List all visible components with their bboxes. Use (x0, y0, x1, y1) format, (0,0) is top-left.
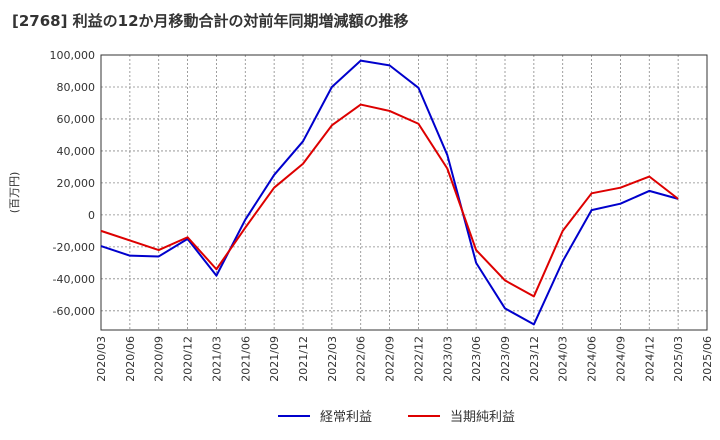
x-tick-label: 2020/12 (182, 336, 195, 382)
x-tick-label: 2024/06 (586, 336, 599, 382)
series-line-2 (100, 103, 679, 298)
x-tick-label: 2020/09 (153, 336, 166, 382)
chart-title: [2768] 利益の12か月移動合計の対前年同期増減額の推移 (12, 12, 409, 30)
x-tick-label: 2022/12 (412, 336, 425, 382)
x-tick-label: 2022/03 (326, 336, 339, 382)
x-tick-label: 2023/06 (470, 336, 483, 382)
y-tick-label: 80,000 (57, 81, 96, 94)
legend-label-1: 経常利益 (320, 410, 372, 425)
x-tick-label: 2025/06 (701, 336, 714, 382)
x-tick-label: 2022/09 (384, 336, 397, 382)
y-tick-label: 60,000 (57, 113, 96, 126)
y-tick-label: 40,000 (57, 145, 96, 158)
x-tick-label: 2020/06 (124, 336, 137, 382)
x-tick-label: 2024/12 (643, 336, 656, 382)
x-tick-label: 2021/06 (239, 336, 252, 382)
x-tick-label: 2022/06 (355, 336, 368, 382)
x-tick-label: 2020/03 (95, 336, 108, 382)
series-line-1 (100, 59, 679, 326)
x-tick-label: 2023/03 (441, 336, 454, 382)
y-tick-label: -60,000 (53, 305, 95, 318)
x-tick-label: 2024/09 (614, 336, 627, 382)
x-tick-label: 2021/03 (210, 336, 223, 382)
y-tick-label: 100,000 (50, 49, 96, 62)
y-tick-label: -40,000 (53, 273, 95, 286)
y-tick-label: -20,000 (53, 241, 95, 254)
plot-frame (100, 54, 708, 331)
x-tick-label: 2021/12 (297, 336, 310, 382)
legend-label-2: 当期純利益 (450, 410, 515, 425)
y-tick-label: 20,000 (57, 177, 96, 190)
x-tick-label: 2025/03 (672, 336, 685, 382)
y-axis-label: (百万円) (8, 172, 21, 214)
x-tick-label: 2021/09 (268, 336, 281, 382)
y-tick-label: 0 (88, 209, 95, 222)
x-tick-label: 2023/09 (499, 336, 512, 382)
x-tick-label: 2023/12 (528, 336, 541, 382)
x-tick-label: 2024/03 (557, 336, 570, 382)
